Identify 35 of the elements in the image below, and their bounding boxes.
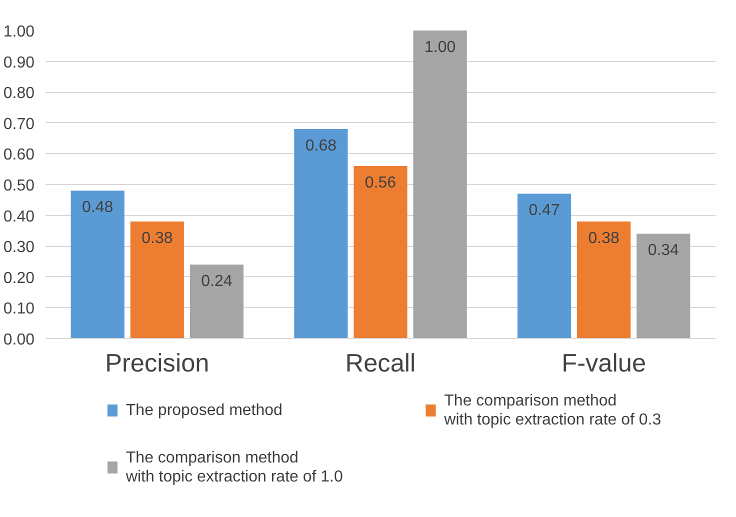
data-label: 0.47 [528,202,560,220]
y-tick-label: 0.10 [3,300,35,318]
y-tick-label: 0.60 [3,146,35,164]
x-tick-label: Precision [105,350,210,378]
data-label: 0.56 [364,174,396,192]
bar [413,30,467,338]
bar [577,221,631,338]
x-tick-label: Recall [345,350,416,378]
bar [130,221,184,338]
y-tick-label: 0.90 [3,54,35,72]
data-label: 0.38 [142,230,173,247]
bar [70,190,124,338]
bar [517,194,572,338]
y-tick-label: 1.00 [3,24,35,40]
y-tick-label: 0.20 [3,270,35,287]
data-label: 0.38 [588,230,620,247]
bar [354,166,408,338]
legend-label: The proposed method [126,402,282,419]
bar [294,129,348,338]
y-tick-label: 0.30 [3,239,35,256]
y-tick-label: 0.50 [3,178,35,194]
x-tick-label: F-value [562,350,646,378]
legend-label: The comparison method with topic extraction rate of 0.3 [443,392,662,428]
data-label: 0.24 [201,272,232,290]
data-label: 0.68 [305,137,337,154]
y-tick-label: 0.70 [3,116,35,133]
y-tick-label: 0.80 [3,85,35,102]
legend-label: The comparison method with topic extraction rate of 1.0 [124,450,343,486]
y-tick-label: 0.00 [3,332,35,348]
data-label: 0.48 [82,199,114,216]
bar [190,264,244,338]
data-label: 0.34 [648,242,680,260]
data-label: 1.00 [424,38,456,56]
y-tick-label: 0.40 [3,208,35,226]
bar [636,234,690,338]
